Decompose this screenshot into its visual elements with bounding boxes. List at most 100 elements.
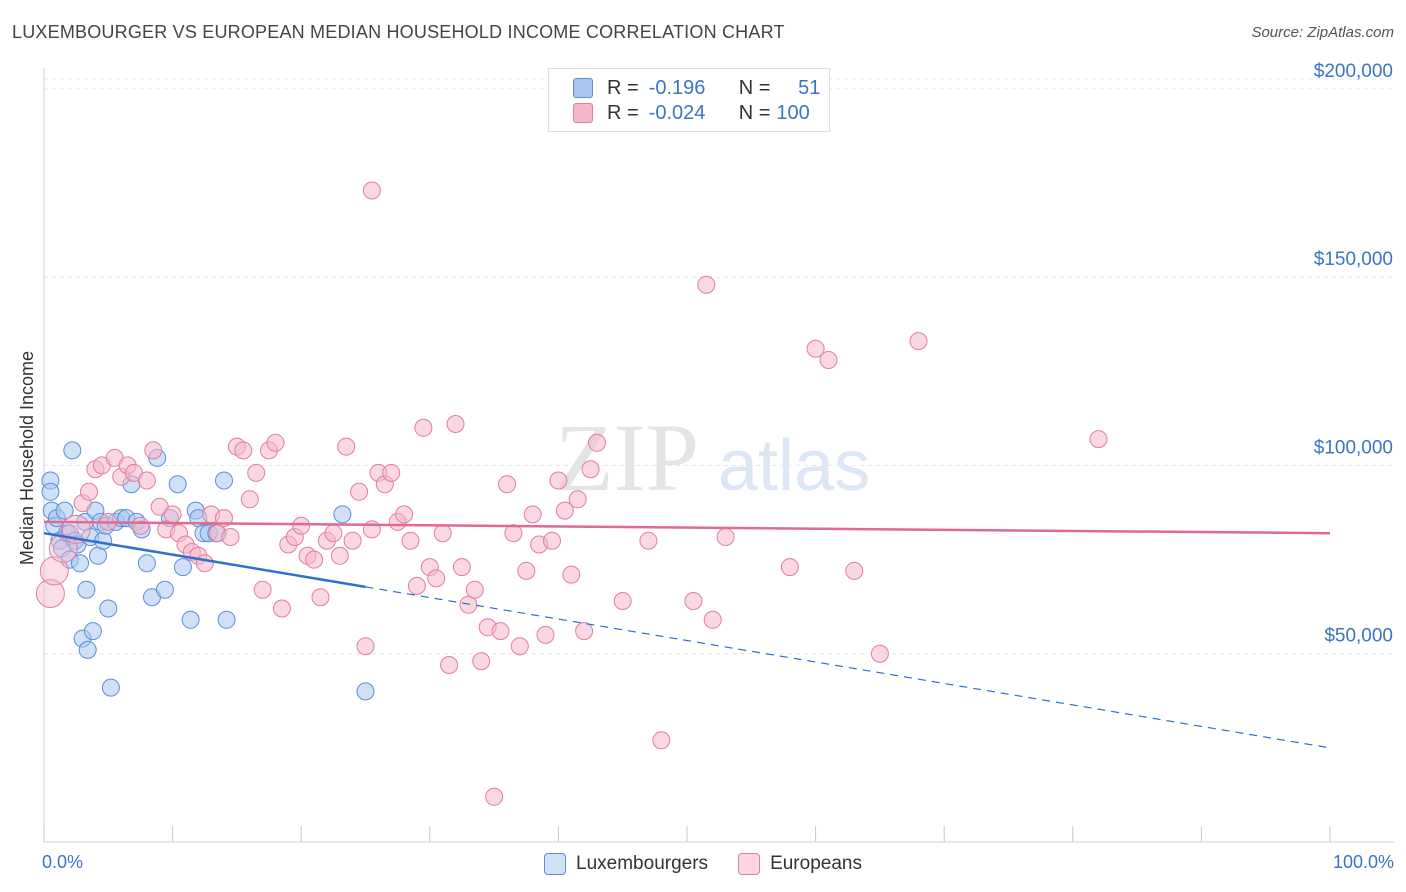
legend-row-europeans: R = -0.024 N = 100 (573, 101, 816, 125)
data-point-european (234, 441, 253, 460)
legend-label-luxembourgers: Luxembourgers (576, 853, 709, 874)
data-point-european (272, 599, 291, 618)
legend-swatch-europeans (573, 103, 593, 123)
trend-line-europeans (43, 520, 1331, 535)
data-point-european (498, 475, 516, 494)
data-point-luxembourger (63, 441, 82, 460)
data-point-luxembourger (137, 554, 156, 573)
data-point-european (35, 579, 65, 608)
legend-swatch-luxembourgers (544, 853, 567, 875)
data-point-european (362, 181, 381, 200)
data-point-luxembourger (356, 682, 375, 701)
data-point-luxembourger (94, 531, 113, 550)
data-point-european (362, 520, 381, 539)
data-point-luxembourger (41, 482, 60, 501)
source-label: Source: ZipAtlas.com (1251, 24, 1394, 41)
data-point-european (684, 592, 703, 610)
watermark-atlas: atlas (718, 426, 870, 506)
data-point-european (652, 731, 671, 750)
data-point-european (543, 531, 561, 550)
trend-line-luxembourgers (43, 531, 366, 589)
x-axis-min-label: 0.0% (42, 852, 84, 872)
legend-item-europeans[interactable]: Europeans (738, 853, 862, 875)
data-point-european (343, 531, 362, 550)
data-point-european (433, 524, 452, 543)
data-point-european (845, 561, 864, 580)
data-point-european (221, 528, 240, 546)
r-value: -0.024 (648, 101, 706, 124)
trend-lines (43, 520, 1331, 749)
data-point-european (39, 556, 69, 586)
data-point-european (427, 569, 446, 588)
data-point-luxembourger (83, 622, 102, 641)
data-point-european (401, 531, 420, 550)
data-point-european (517, 561, 536, 580)
data-point-european (382, 463, 401, 482)
x-axis-max-label: 100.0% (1332, 852, 1394, 872)
data-point-european (613, 592, 632, 610)
data-point-luxembourger (181, 610, 200, 629)
data-point-european (266, 433, 285, 452)
data-point-european (588, 433, 606, 452)
data-point-european (536, 625, 555, 644)
data-point-luxembourger (333, 505, 352, 524)
data-point-european (240, 490, 259, 509)
data-point-european (510, 637, 529, 656)
n-label: N = (738, 76, 771, 99)
y-tick-label: $50,000 (1324, 626, 1393, 647)
data-point-european (330, 546, 349, 565)
n-value: 51 (798, 76, 821, 99)
data-point-luxembourger (78, 640, 97, 659)
data-point-luxembourger (89, 546, 107, 565)
data-point-european (504, 524, 523, 543)
data-point-european (163, 505, 182, 524)
data-point-european (80, 482, 98, 501)
legend-row-luxembourgers: R = -0.196 N = 51 (573, 76, 820, 100)
data-point-luxembourger (217, 610, 236, 629)
data-point-european (562, 565, 581, 584)
data-point-luxembourger (101, 678, 120, 697)
legend-label-europeans: Europeans (770, 853, 862, 874)
n-value: 100 (776, 101, 810, 124)
data-point-european (337, 437, 356, 456)
data-point-european (131, 516, 150, 535)
data-point-luxembourger (55, 501, 74, 520)
legend-swatch-europeans (738, 853, 761, 875)
data-point-european (1089, 430, 1108, 449)
correlation-legend: R = -0.196 N = 51 R = -0.024 N = 100 (548, 68, 830, 132)
n-label: N = (738, 101, 771, 124)
data-point-european (575, 622, 594, 641)
axes (43, 68, 1394, 843)
data-point-european (819, 351, 838, 369)
trend-line-luxembourgers-extension (365, 586, 1331, 749)
data-point-luxembourger (155, 580, 174, 599)
data-point-luxembourger (168, 475, 187, 494)
data-point-european (716, 528, 735, 546)
data-point-european (555, 501, 574, 520)
data-point-european (639, 531, 658, 550)
data-point-european (452, 558, 471, 577)
chart-title: LUXEMBOURGER VS EUROPEAN MEDIAN HOUSEHOL… (12, 22, 785, 42)
r-label: R = (607, 101, 639, 124)
data-point-european (581, 460, 600, 479)
data-point-european (440, 656, 459, 674)
data-point-european (870, 644, 889, 663)
data-point-luxembourger (173, 558, 192, 577)
y-tick-labels: $50,000 $100,000 $150,000 $200,000 (1314, 61, 1393, 647)
series-europeans (35, 181, 1108, 806)
data-point-european (465, 580, 484, 599)
data-point-european (195, 554, 214, 573)
r-value: -0.196 (648, 76, 706, 99)
data-point-luxembourger (77, 580, 96, 599)
data-point-european (356, 637, 375, 656)
r-label: R = (607, 76, 639, 99)
data-point-european (780, 558, 799, 577)
series-legend: Luxembourgers Europeans (0, 850, 1406, 878)
data-point-european (446, 415, 465, 433)
data-point-european (305, 550, 324, 569)
legend-item-luxembourgers[interactable]: Luxembourgers (544, 853, 708, 875)
data-point-european (491, 622, 510, 641)
data-point-european (549, 471, 568, 490)
data-point-european (311, 588, 330, 607)
